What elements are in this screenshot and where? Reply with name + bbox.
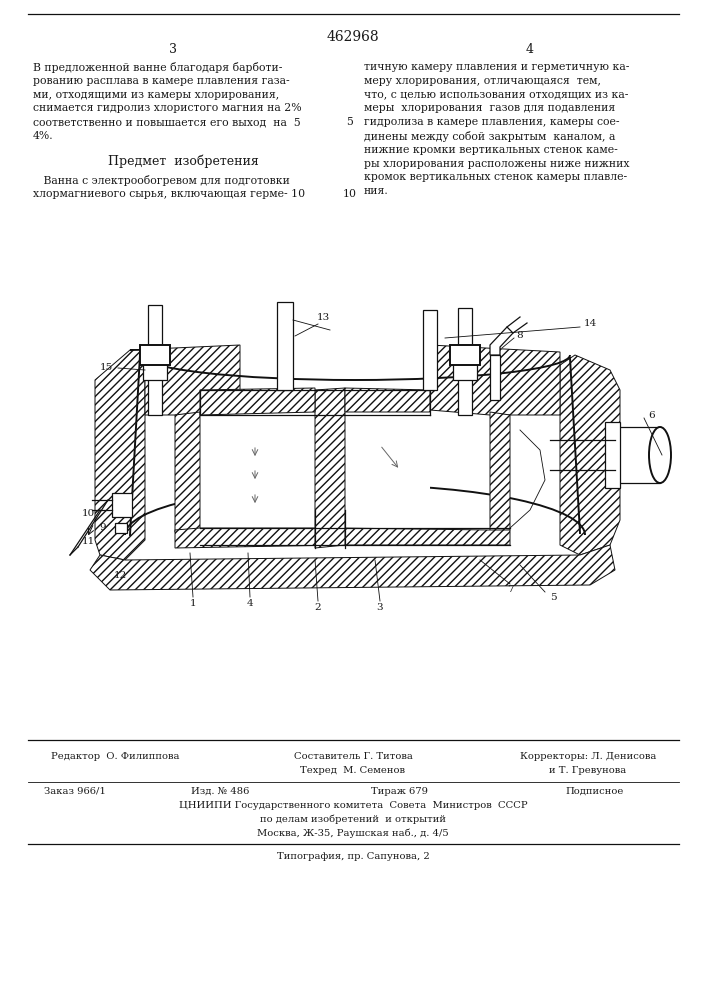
Polygon shape — [95, 350, 145, 560]
Text: по делам изобретений  и открытий: по делам изобретений и открытий — [260, 815, 446, 824]
Text: 10: 10 — [81, 508, 95, 518]
Polygon shape — [490, 327, 513, 355]
Bar — [148, 305, 162, 415]
Bar — [490, 355, 500, 400]
Polygon shape — [130, 345, 240, 415]
Text: ми, отходящими из камеры хлорирования,: ми, отходящими из камеры хлорирования, — [33, 90, 279, 100]
Text: Подписное: Подписное — [566, 787, 624, 796]
Polygon shape — [175, 412, 200, 532]
Text: 13: 13 — [316, 314, 329, 322]
Polygon shape — [340, 528, 510, 545]
Text: 5: 5 — [549, 593, 556, 602]
Text: Предмет  изобретения: Предмет изобретения — [107, 155, 258, 168]
Polygon shape — [200, 388, 315, 415]
Text: Составитель Г. Титова: Составитель Г. Титова — [293, 752, 412, 761]
Text: 10: 10 — [343, 189, 357, 199]
Text: ЦНИИПИ Государственного комитета  Совета  Министров  СССР: ЦНИИПИ Государственного комитета Совета … — [179, 801, 527, 810]
Text: тичную камеру плавления и герметичную ка-: тичную камеру плавления и герметичную ка… — [364, 62, 629, 72]
Text: кромок вертикальных стенок камеры плавле-: кромок вертикальных стенок камеры плавле… — [364, 172, 627, 182]
Text: 1: 1 — [189, 598, 197, 607]
Text: 4: 4 — [247, 598, 253, 607]
Bar — [115, 523, 127, 533]
Text: что, с целью использования отходящих из ка-: что, с целью использования отходящих из … — [364, 90, 629, 100]
Text: 15: 15 — [100, 363, 112, 372]
Text: хлормагниевого сырья, включающая герме- 10: хлормагниевого сырья, включающая герме- … — [33, 189, 305, 199]
Bar — [277, 302, 293, 390]
Text: 12: 12 — [113, 570, 127, 580]
Polygon shape — [345, 388, 430, 412]
Polygon shape — [490, 412, 510, 532]
Text: ры хлорирования расположены ниже нижних: ры хлорирования расположены ниже нижних — [364, 159, 629, 169]
Text: и Т. Гревунова: и Т. Гревунова — [549, 766, 626, 775]
Text: Москва, Ж-35, Раушская наб., д. 4/5: Москва, Ж-35, Раушская наб., д. 4/5 — [257, 829, 449, 838]
Text: ния.: ния. — [364, 186, 389, 196]
Bar — [112, 493, 132, 517]
Bar — [605, 422, 620, 488]
Text: В предложенной ванне благодаря барботи-: В предложенной ванне благодаря барботи- — [33, 62, 282, 73]
Bar — [458, 308, 472, 415]
Text: Тираж 679: Тираж 679 — [371, 787, 428, 796]
Text: динены между собой закрытым  каналом, а: динены между собой закрытым каналом, а — [364, 131, 615, 142]
Bar — [615, 427, 660, 483]
Text: Типография, пр. Сапунова, 2: Типография, пр. Сапунова, 2 — [276, 852, 429, 861]
Text: Редактор  О. Филиппова: Редактор О. Филиппова — [51, 752, 180, 761]
Text: 9: 9 — [100, 522, 106, 532]
Text: 3: 3 — [169, 43, 177, 56]
Text: Корректоры: Л. Денисова: Корректоры: Л. Денисова — [520, 752, 656, 761]
Text: 462968: 462968 — [327, 30, 380, 44]
Text: снимается гидролиз хлористого магния на 2%: снимается гидролиз хлористого магния на … — [33, 103, 302, 113]
Polygon shape — [315, 388, 345, 548]
Bar — [453, 355, 477, 380]
Text: рованию расплава в камере плавления газа-: рованию расплава в камере плавления газа… — [33, 76, 290, 86]
Polygon shape — [175, 528, 340, 548]
Bar — [143, 355, 167, 380]
Bar — [200, 412, 315, 528]
Text: 7: 7 — [507, 585, 513, 594]
Text: 4%.: 4%. — [33, 131, 54, 141]
Text: 5: 5 — [346, 117, 354, 127]
Bar — [423, 310, 437, 390]
Polygon shape — [430, 345, 560, 415]
Text: Ванна с электрообогревом для подготовки: Ванна с электрообогревом для подготовки — [33, 175, 290, 186]
Bar — [140, 345, 170, 365]
Ellipse shape — [649, 427, 671, 483]
Text: меру хлорирования, отличающаяся  тем,: меру хлорирования, отличающаяся тем, — [364, 76, 601, 86]
Text: 2: 2 — [315, 602, 321, 611]
Text: 4: 4 — [526, 43, 534, 56]
Text: 6: 6 — [649, 410, 655, 420]
Text: гидролиза в камере плавления, камеры сое-: гидролиза в камере плавления, камеры сое… — [364, 117, 619, 127]
Text: 8: 8 — [517, 332, 523, 340]
Bar — [450, 345, 480, 365]
Text: соответственно и повышается его выход  на  5: соответственно и повышается его выход на… — [33, 117, 300, 127]
Text: 3: 3 — [377, 602, 383, 611]
Polygon shape — [560, 355, 620, 555]
Text: меры  хлорирования  газов для подавления: меры хлорирования газов для подавления — [364, 103, 615, 113]
Text: Заказ 966/1: Заказ 966/1 — [44, 787, 106, 796]
Polygon shape — [90, 545, 615, 590]
Bar — [345, 388, 430, 528]
Text: нижние кромки вертикальных стенок каме-: нижние кромки вертикальных стенок каме- — [364, 145, 618, 155]
Text: Изд. № 486: Изд. № 486 — [191, 787, 249, 796]
Text: 11: 11 — [81, 538, 95, 546]
Text: Техред  М. Семенов: Техред М. Семенов — [300, 766, 406, 775]
Text: 14: 14 — [583, 318, 597, 328]
